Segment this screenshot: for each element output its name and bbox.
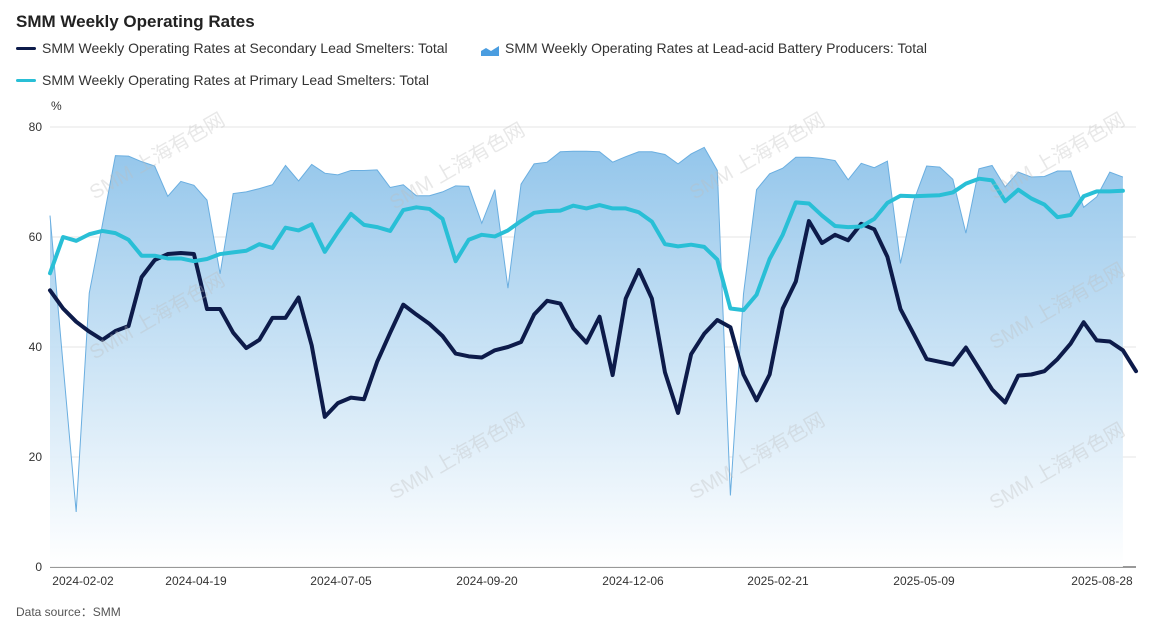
x-tick-label: 2025-05-09 bbox=[893, 574, 955, 588]
x-tick-label: 2024-12-06 bbox=[602, 574, 664, 588]
legend-label-secondary: SMM Weekly Operating Rates at Secondary … bbox=[42, 40, 448, 56]
legend-item-secondary[interactable]: SMM Weekly Operating Rates at Secondary … bbox=[16, 40, 448, 56]
area-battery-fill bbox=[50, 147, 1123, 567]
y-tick-label: 0 bbox=[35, 560, 42, 574]
y-tick-label: 80 bbox=[29, 120, 43, 134]
chart-plot: 0 20 40 60 80 2024-02-02 2024-04-19 2024-07-05 2… bbox=[29, 120, 1138, 588]
x-tick-label: 2025-08-28 bbox=[1071, 574, 1133, 588]
legend-line-icon bbox=[16, 46, 36, 50]
legend-label-primary: SMM Weekly Operating Rates at Primary Le… bbox=[42, 72, 429, 88]
data-source-note: Data source：SMM bbox=[16, 605, 121, 619]
legend-area-icon bbox=[481, 43, 499, 56]
x-tick-label: 2025-02-21 bbox=[747, 574, 809, 588]
y-tick-label: 20 bbox=[29, 450, 43, 464]
x-tick-label: 2024-07-05 bbox=[310, 574, 372, 588]
legend-item-battery[interactable]: SMM Weekly Operating Rates at Lead-acid … bbox=[481, 40, 927, 56]
y-axis-unit: % bbox=[51, 99, 62, 113]
y-tick-label: 60 bbox=[29, 230, 43, 244]
legend-label-battery: SMM Weekly Operating Rates at Lead-acid … bbox=[505, 40, 928, 56]
series-line-primary bbox=[48, 176, 1125, 313]
legend-line-icon bbox=[16, 78, 36, 82]
legend-item-primary[interactable]: SMM Weekly Operating Rates at Primary Le… bbox=[16, 72, 429, 88]
chart-title: SMM Weekly Operating Rates bbox=[16, 12, 255, 31]
x-tick-label: 2024-02-02 bbox=[52, 574, 114, 588]
series-line-secondary bbox=[48, 219, 1138, 419]
x-tick-label: 2024-09-20 bbox=[456, 574, 518, 588]
x-tick-label: 2024-04-19 bbox=[165, 574, 227, 588]
y-tick-label: 40 bbox=[29, 340, 43, 354]
series-line-battery bbox=[49, 146, 1124, 513]
